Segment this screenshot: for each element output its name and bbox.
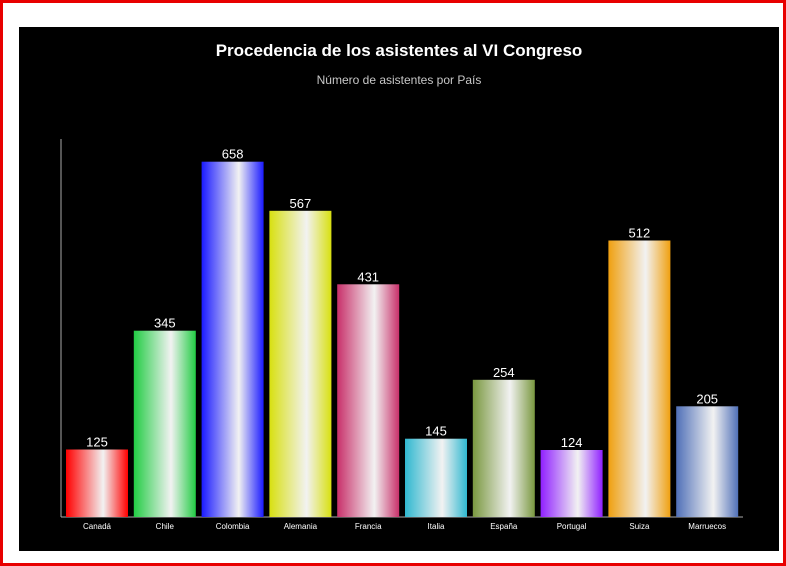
category-label: Canadá xyxy=(83,522,112,531)
value-label: 567 xyxy=(290,196,312,211)
bar-chart: 125 Canadá 345 Chile 658 Colombia 567 Alemania 4… xyxy=(60,139,743,531)
value-label: 431 xyxy=(357,269,379,284)
bar-colombia xyxy=(201,161,264,517)
value-label: 145 xyxy=(425,424,447,439)
bar-francia xyxy=(337,284,400,517)
value-label: 512 xyxy=(629,226,651,241)
bar-canadá xyxy=(66,449,128,517)
bar-marruecos xyxy=(676,406,739,517)
value-label: 254 xyxy=(493,365,515,380)
value-label: 124 xyxy=(561,435,583,450)
category-label: Suiza xyxy=(629,522,650,531)
category-label: Francia xyxy=(355,522,382,531)
category-label: Italia xyxy=(428,522,445,531)
bar-italia xyxy=(405,438,467,517)
category-label: España xyxy=(490,522,518,531)
category-label: Alemania xyxy=(284,522,318,531)
category-label: Portugal xyxy=(557,522,587,531)
chart-title: Procedencia de los asistentes al VI Cong… xyxy=(215,41,583,60)
category-label: Chile xyxy=(156,522,175,531)
bar-suiza xyxy=(608,240,671,517)
bar-alemania xyxy=(269,210,332,518)
category-label: Colombia xyxy=(216,522,250,531)
value-label: 658 xyxy=(222,147,244,162)
bar-portugal xyxy=(540,450,603,517)
value-label: 205 xyxy=(696,391,718,406)
value-label: 345 xyxy=(154,316,176,331)
bar-españa xyxy=(472,379,535,517)
category-label: Marruecos xyxy=(688,522,726,531)
bar-chile xyxy=(133,330,196,517)
value-label: 125 xyxy=(86,435,108,450)
chart-subtitle: Número de asistentes por País xyxy=(316,73,482,87)
chart-area: Procedencia de los asistentes al VI Cong… xyxy=(19,27,779,551)
